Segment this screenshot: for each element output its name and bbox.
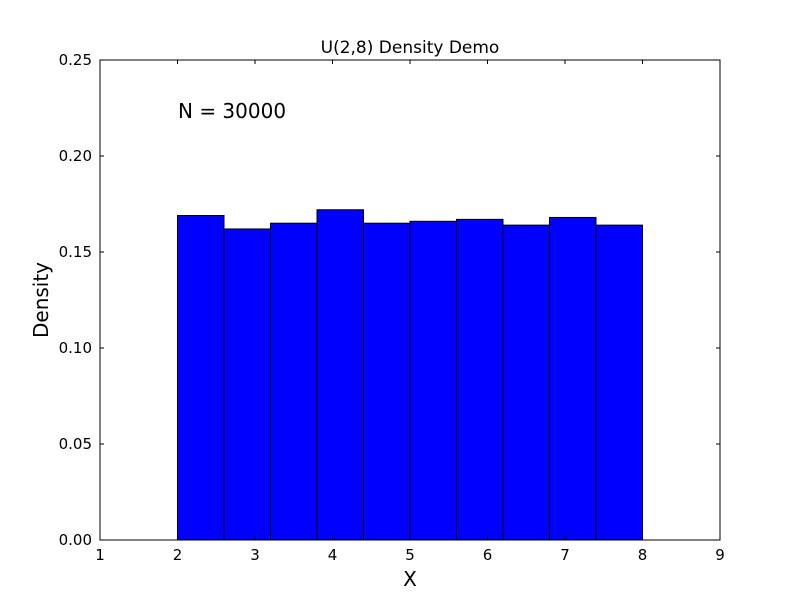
y-tick-label: 0.25 [59,51,92,69]
histogram-bar-7 [456,218,504,541]
histogram-bar-6 [409,220,457,541]
x-tick-label: 8 [638,546,648,564]
x-tick-label: 9 [715,546,725,564]
y-tick-label: 0.05 [59,435,92,453]
histogram-bars [177,209,643,541]
y-axis-ticks: 0.00 0.05 0.10 0.15 0.20 0.25 [59,51,720,549]
histogram-bar-4 [316,209,364,541]
x-tick-label: 3 [250,546,260,564]
x-axis-ticks: 1 2 3 4 5 6 7 8 9 [95,60,725,564]
x-tick-label: 1 [95,546,105,564]
x-axis-label: X [403,567,417,591]
histogram-bar-2 [223,228,271,541]
y-tick-label: 0.10 [59,339,92,357]
histogram-bar-10 [595,224,643,541]
y-tick-label: 0.15 [59,243,92,261]
y-tick-label: 0.00 [59,531,92,549]
y-tick-label: 0.20 [59,147,92,165]
histogram-bar-3 [270,222,318,541]
x-tick-label: 5 [405,546,415,564]
x-tick-label: 4 [328,546,338,564]
x-tick-label: 6 [483,546,493,564]
histogram-bar-8 [502,224,550,541]
chart-title: U(2,8) Density Demo [321,38,500,58]
x-tick-label: 7 [560,546,570,564]
histogram-bar-9 [549,216,597,541]
histogram-bar-5 [363,222,411,541]
histogram-bar-1 [177,215,225,541]
sample-size-annotation: N = 30000 [178,99,286,123]
x-tick-label: 2 [173,546,183,564]
y-axis-label: Density [29,262,53,338]
